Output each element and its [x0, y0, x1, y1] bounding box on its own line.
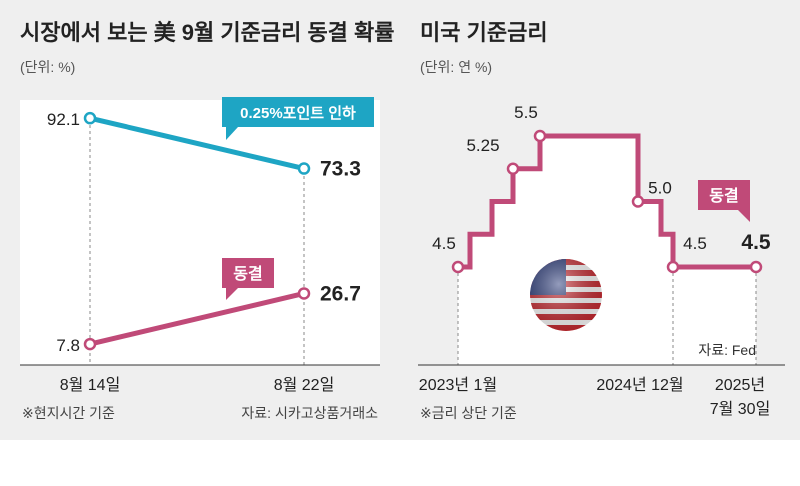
hold-callout — [222, 258, 274, 288]
data-point — [506, 162, 520, 175]
right-unit: (단위: 연 %) — [420, 59, 492, 75]
series-line-1 — [89, 291, 305, 347]
right-xlabel-4: 7월 30일 — [710, 400, 771, 418]
data-point — [451, 260, 465, 274]
data-point — [666, 260, 680, 274]
right-hold-callout-tail — [738, 210, 750, 222]
data-label: 4.5 — [432, 234, 456, 253]
data-point — [533, 129, 547, 143]
data-point — [749, 260, 763, 274]
series-line-0 — [89, 115, 305, 171]
right-xlabel-1: 2023년 1월 — [419, 376, 497, 394]
data-label: 4.5 — [741, 231, 771, 254]
right-xlabel-2: 2024년 12월 — [596, 376, 683, 394]
left-plot-area — [20, 100, 380, 365]
us-flag-icon — [530, 259, 602, 331]
data-label: 73.3 — [320, 158, 361, 181]
data-label: 26.7 — [320, 282, 361, 305]
right-xlabel-3: 2025년 — [715, 376, 765, 394]
left-source: 자료: 시카고상품거래소 — [241, 405, 378, 421]
left-unit: (단위: %) — [20, 59, 75, 75]
left-xlabel-1: 8월 14일 — [60, 376, 121, 394]
hold-callout-label: 동결 — [233, 265, 262, 283]
data-label: 4.5 — [683, 234, 707, 253]
right-note: ※금리 상단 기준 — [420, 405, 517, 421]
data-point — [297, 162, 311, 175]
data-label: 5.25 — [466, 136, 499, 155]
hold-callout-tail — [226, 288, 238, 300]
data-point — [83, 111, 97, 125]
data-label: 5.0 — [648, 179, 672, 198]
cut-callout — [222, 97, 374, 127]
left-note: ※현지시간 기준 — [22, 405, 115, 421]
data-point — [83, 337, 97, 351]
cut-callout-label: 0.25%포인트 인하 — [240, 104, 356, 122]
left-xlabel-2: 8월 22일 — [274, 376, 335, 394]
data-label: 92.1 — [47, 110, 80, 129]
right-plot-area — [458, 136, 756, 365]
cut-callout-tail — [226, 127, 238, 140]
rate-step-line — [458, 133, 756, 270]
data-label: 5.5 — [514, 103, 538, 122]
left-title: 시장에서 보는 美 9월 기준금리 동결 확률 — [20, 20, 395, 45]
chart-canvas: 시장에서 보는 美 9월 기준금리 동결 확률 (단위: %) 92.1 73.3… — [20, 20, 785, 421]
right-source: 자료: Fed — [698, 342, 756, 358]
chart-figure: 시장에서 보는 美 9월 기준금리 동결 확률 (단위: %) 92.1 73.3… — [0, 0, 800, 440]
data-point — [297, 287, 311, 300]
data-label: 7.8 — [56, 336, 80, 355]
right-title: 미국 기준금리 — [420, 20, 548, 45]
right-hold-callout-label: 동결 — [709, 187, 738, 205]
data-point — [631, 195, 645, 208]
right-hold-callout — [698, 180, 750, 210]
